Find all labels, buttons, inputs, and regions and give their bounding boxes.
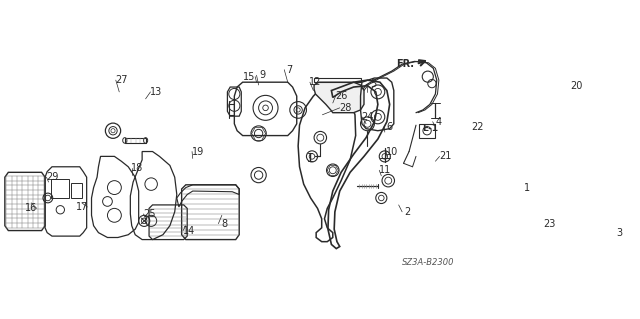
Text: 20: 20 [571, 81, 583, 91]
Text: 10: 10 [386, 146, 398, 157]
Text: 7: 7 [287, 65, 293, 75]
Text: 14: 14 [182, 226, 195, 235]
Text: 29: 29 [46, 172, 58, 182]
Bar [72, 183, 82, 198]
Text: 27: 27 [115, 75, 127, 85]
Text: 26: 26 [335, 91, 348, 101]
Text: 12: 12 [309, 77, 322, 87]
Text: 4: 4 [435, 117, 441, 127]
Text: 24: 24 [361, 112, 374, 122]
Polygon shape [314, 82, 364, 113]
Text: E-1: E-1 [422, 124, 438, 133]
Text: 16: 16 [25, 204, 37, 213]
Text: 15: 15 [243, 72, 256, 82]
Text: 8: 8 [221, 219, 227, 229]
Bar [575, 215, 614, 263]
Text: 18: 18 [131, 163, 143, 173]
Text: 23: 23 [543, 219, 556, 229]
Text: 22: 22 [471, 122, 483, 131]
Bar [419, 124, 435, 138]
Text: 1: 1 [524, 182, 530, 193]
Text: 3: 3 [616, 228, 622, 238]
Text: FR.: FR. [396, 59, 414, 69]
Text: 17: 17 [76, 202, 88, 212]
Text: 28: 28 [339, 103, 351, 113]
Text: 19: 19 [191, 146, 204, 157]
Text: 5: 5 [370, 78, 376, 89]
Text: 9: 9 [259, 70, 265, 80]
Text: 25: 25 [143, 209, 156, 219]
Text: SZ3A-B2300: SZ3A-B2300 [402, 258, 454, 267]
Text: 2: 2 [404, 207, 411, 217]
Text: 11: 11 [379, 165, 391, 175]
Text: 21: 21 [439, 152, 451, 161]
Bar [51, 179, 68, 198]
Text: 6: 6 [387, 122, 393, 131]
Text: 13: 13 [150, 87, 162, 97]
